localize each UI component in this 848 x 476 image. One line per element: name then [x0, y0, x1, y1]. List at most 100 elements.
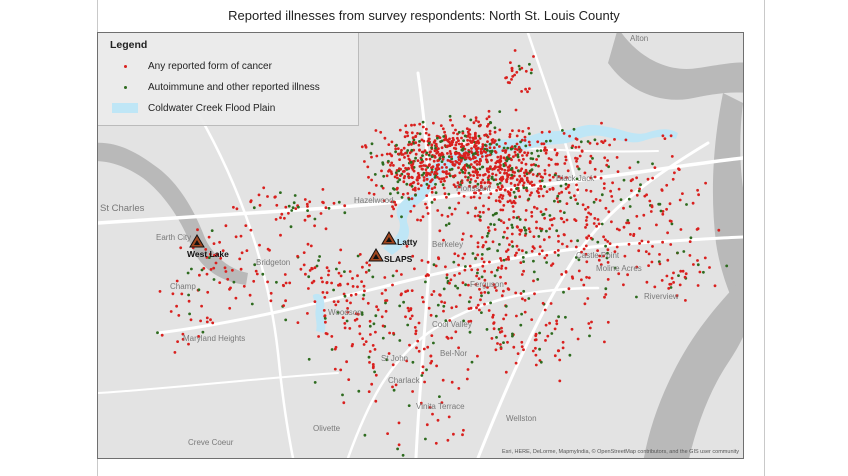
other-illness-point	[502, 235, 505, 239]
cancer-point	[424, 131, 428, 135]
other-illness-point	[454, 284, 457, 288]
cancer-point	[215, 253, 219, 257]
cancer-point	[645, 280, 649, 284]
site-slaps[interactable]: SLAPS	[368, 248, 413, 264]
cancer-point	[389, 163, 392, 167]
other-illness-point	[636, 160, 640, 164]
cancer-point	[491, 315, 495, 319]
map-panel[interactable]: Alton St Charles Earth City Bridgeton Ch…	[97, 32, 744, 459]
cancer-point	[390, 140, 394, 144]
place-berkeley: Berkeley	[432, 240, 463, 249]
other-illness-point	[212, 278, 216, 281]
cancer-point	[487, 196, 491, 200]
cancer-point	[493, 130, 497, 134]
cancer-point	[638, 187, 641, 191]
other-illness-point	[287, 204, 291, 208]
cancer-point	[476, 303, 480, 307]
cancer-point	[584, 244, 588, 248]
cancer-point	[390, 214, 394, 218]
cancer-point	[255, 272, 259, 276]
cancer-point	[516, 148, 519, 152]
cancer-point	[396, 186, 399, 190]
other-illness-point	[392, 388, 396, 392]
site-west-lake[interactable]: West Lake	[187, 234, 229, 259]
cancer-point	[564, 155, 568, 159]
other-illness-point	[514, 195, 517, 199]
cancer-point	[400, 292, 403, 296]
cancer-point	[342, 292, 346, 296]
cancer-point	[604, 293, 608, 296]
map-attribution: Esri, HERE, DeLorme, MapmyIndia, © OpenS…	[502, 449, 739, 455]
place-castle-point: Castle Point	[576, 251, 620, 260]
site-latty[interactable]: Latty	[381, 231, 418, 247]
cancer-point	[394, 147, 398, 151]
other-illness-dot-icon	[123, 85, 127, 89]
cancer-point	[542, 238, 546, 242]
cancer-point	[358, 324, 361, 328]
cancer-point	[474, 283, 478, 286]
cancer-point	[478, 287, 481, 291]
cancer-point	[523, 135, 527, 139]
cancer-point	[432, 290, 436, 293]
other-illness-point	[363, 433, 367, 437]
cancer-point	[454, 128, 457, 132]
other-illness-point	[530, 168, 534, 172]
cancer-point	[585, 215, 589, 219]
other-illness-point	[396, 191, 400, 195]
place-ferguson: Ferguson	[470, 280, 504, 289]
other-illness-point	[510, 223, 514, 227]
cancer-point	[545, 148, 548, 152]
cancer-point	[496, 185, 500, 189]
cancer-point	[370, 155, 373, 159]
cancer-point	[446, 159, 450, 162]
other-illness-point	[396, 180, 400, 184]
cancer-point	[309, 244, 313, 248]
cancer-point	[582, 283, 586, 287]
cancer-point	[488, 260, 491, 264]
cancer-point	[555, 319, 558, 323]
legend-label-other: Autoimmune and other reported illness	[148, 81, 320, 93]
cancer-point	[461, 131, 465, 135]
cancer-point	[535, 220, 538, 224]
cancer-point	[425, 173, 429, 177]
cancer-point	[414, 141, 418, 145]
other-illness-point	[532, 259, 535, 263]
other-illness-point	[442, 155, 445, 159]
other-illness-point	[409, 160, 413, 164]
cancer-point	[622, 206, 625, 210]
cancer-point	[535, 158, 538, 161]
other-illness-point	[490, 150, 494, 153]
cancer-point	[445, 335, 449, 339]
other-illness-point	[538, 331, 541, 335]
cancer-point	[500, 167, 504, 171]
cancer-point	[494, 348, 498, 352]
cancer-point	[505, 236, 509, 240]
other-illness-point	[207, 256, 211, 259]
cancer-point	[205, 316, 209, 320]
cancer-point	[410, 314, 414, 318]
other-illness-point	[421, 173, 424, 177]
cancer-point	[467, 320, 471, 323]
map-canvas[interactable]: Alton St Charles Earth City Bridgeton Ch…	[98, 33, 743, 458]
other-illness-point	[485, 328, 489, 331]
cancer-point	[522, 157, 525, 161]
cancer-point	[380, 292, 384, 295]
cancer-point	[431, 412, 434, 416]
cancer-point	[333, 367, 337, 371]
cancer-point	[480, 185, 483, 189]
cancer-point	[466, 134, 470, 138]
cancer-point	[585, 223, 589, 227]
other-illness-point	[492, 223, 496, 227]
other-illness-point	[406, 149, 410, 152]
cancer-point	[568, 134, 571, 138]
cancer-point	[346, 307, 349, 310]
cancer-point	[476, 268, 480, 272]
other-illness-point	[292, 201, 296, 205]
other-illness-point	[685, 203, 688, 206]
cancer-point	[451, 124, 454, 127]
cancer-point	[435, 151, 439, 155]
cancer-point	[698, 270, 702, 274]
place-bel-nor: Bel-Nor	[440, 349, 467, 358]
cancer-point	[459, 145, 463, 149]
cancer-point	[419, 184, 423, 187]
